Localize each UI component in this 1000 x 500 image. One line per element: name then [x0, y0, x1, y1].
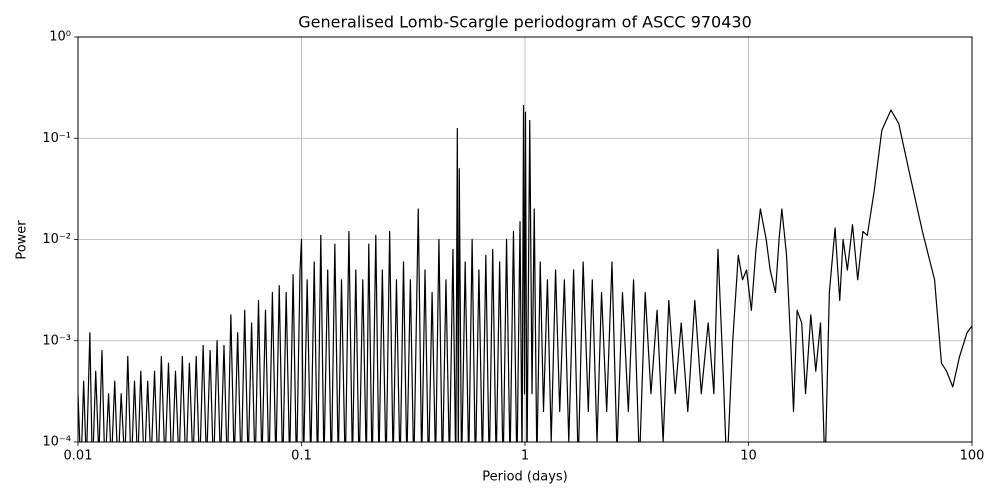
x-tick-label: 1 [521, 449, 529, 464]
periodogram-line [78, 105, 972, 442]
x-tick-label: 0.01 [64, 449, 93, 464]
x-tick-label: 10 [740, 449, 757, 464]
y-tick-label: 10⁻² [42, 232, 71, 247]
chart-title: Generalised Lomb-Scargle periodogram of … [298, 13, 752, 32]
y-tick-label: 10⁻³ [42, 333, 71, 348]
plot-area [78, 105, 972, 442]
y-axis-label: Power [15, 220, 30, 260]
x-tick-label: 100 [960, 449, 985, 464]
x-tick-label: 0.1 [291, 449, 312, 464]
y-tick-label: 10⁻¹ [42, 131, 71, 146]
y-tick-label: 10⁰ [49, 30, 71, 45]
y-tick-label: 10⁻⁴ [42, 435, 71, 450]
x-axis-label: Period (days) [482, 470, 568, 485]
